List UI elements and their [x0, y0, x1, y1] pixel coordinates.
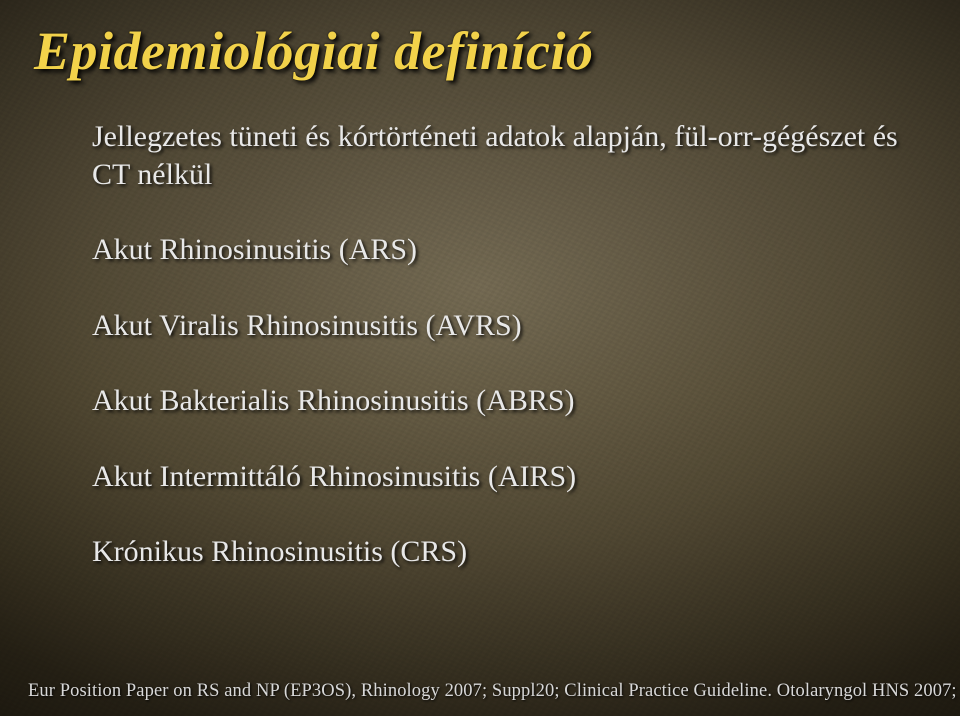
list-item: Akut Viralis Rhinosinusitis (AVRS) — [92, 307, 900, 345]
intro-text: Jellegzetes tüneti és kórtörténeti adato… — [92, 118, 900, 193]
list-item: Krónikus Rhinosinusitis (CRS) — [92, 533, 900, 571]
slide: Epidemiológiai definíció Jellegzetes tün… — [0, 0, 960, 716]
list-item: Akut Intermittáló Rhinosinusitis (AIRS) — [92, 458, 900, 496]
list-item: Akut Bakterialis Rhinosinusitis (ABRS) — [92, 382, 900, 420]
slide-title: Epidemiológiai definíció — [34, 20, 593, 82]
list-item: Akut Rhinosinusitis (ARS) — [92, 231, 900, 269]
slide-body: Jellegzetes tüneti és kórtörténeti adato… — [92, 118, 900, 609]
footer-citation: Eur Position Paper on RS and NP (EP3OS),… — [28, 681, 940, 702]
